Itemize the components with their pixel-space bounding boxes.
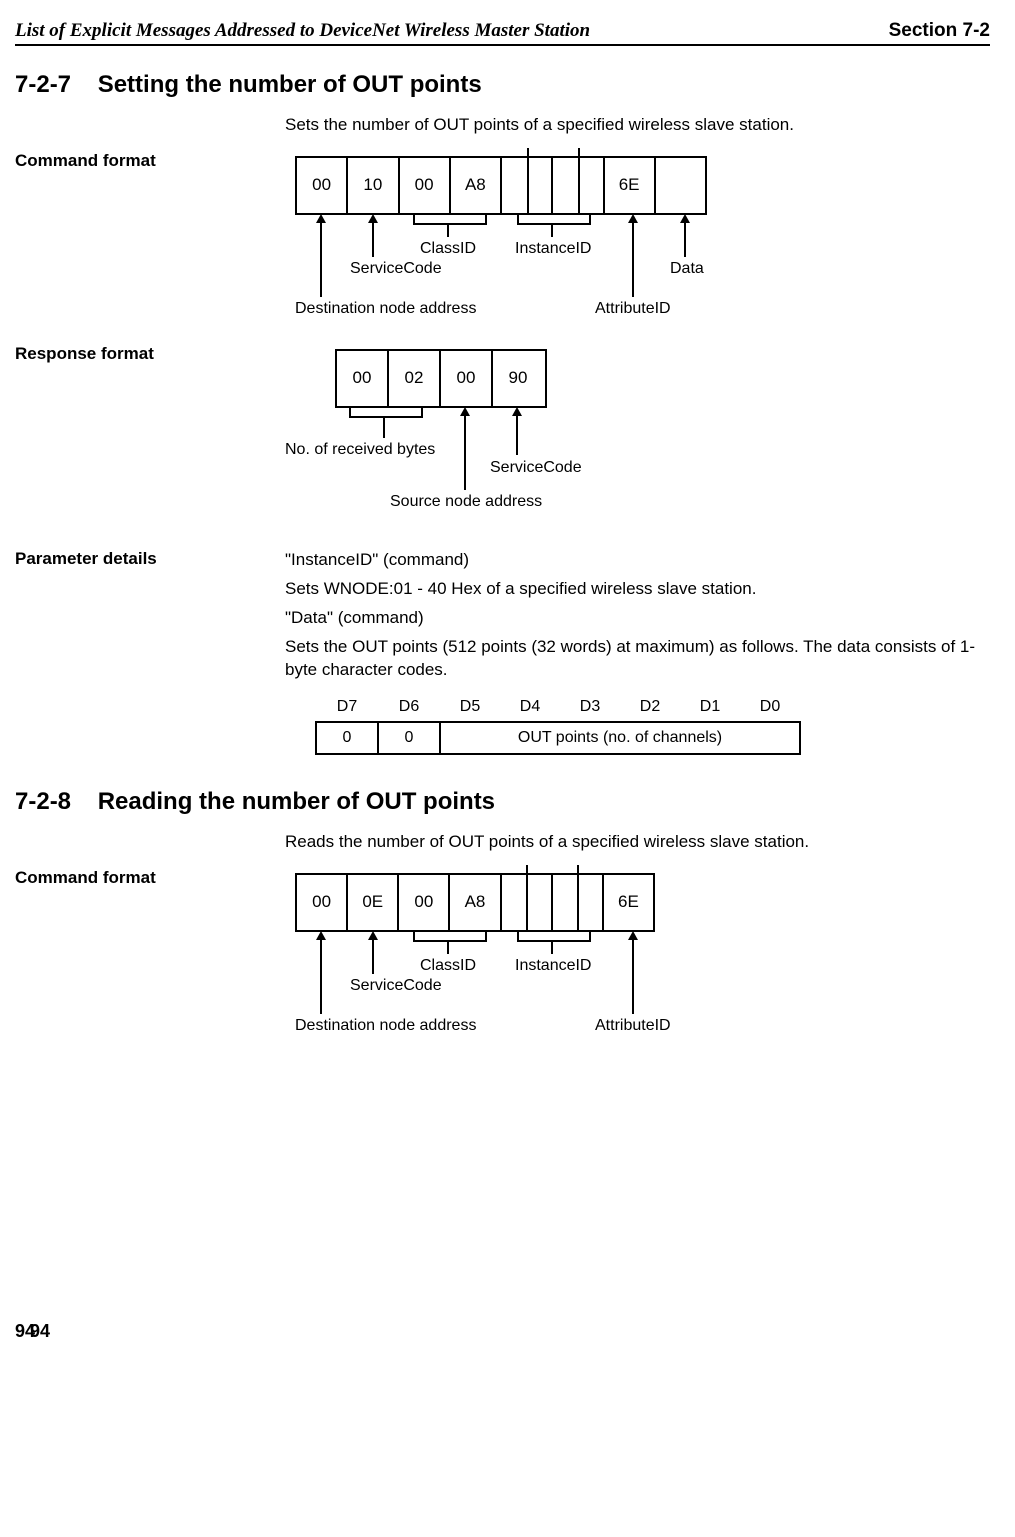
page-number: 94 <box>30 1321 1005 1342</box>
byte: 00 <box>400 158 451 213</box>
param-line: "InstanceID" (command) <box>285 549 990 572</box>
cmd-format-label-727: Command format <box>15 151 285 336</box>
byte <box>553 158 604 213</box>
bit-cell: 0 <box>316 722 378 754</box>
byte: 90 <box>493 351 543 406</box>
byte: 6E <box>605 158 656 213</box>
blank-side <box>15 831 285 860</box>
lbl-resp-svc: ServiceCode <box>490 457 582 479</box>
bit-h: D3 <box>560 692 620 723</box>
lbl-svc-728: ServiceCode <box>350 975 442 997</box>
bit-h: D4 <box>500 692 560 723</box>
bit-h: D2 <box>620 692 680 723</box>
cmd-format-label-728: Command format <box>15 868 285 1053</box>
byte: 00 <box>441 351 493 406</box>
lbl-data: Data <box>670 258 704 280</box>
section-728-heading: 7-2-8 Reading the number of OUT points <box>15 788 990 816</box>
byte <box>553 875 604 930</box>
lbl-attr-728: AttributeID <box>595 1015 671 1037</box>
bit-h: D6 <box>378 692 440 723</box>
bit-header-row: D7 D6 D5 D4 D3 D2 D1 D0 <box>316 692 800 723</box>
resp-diagram-727: 00 02 00 90 No. of received bytes Source… <box>335 349 990 519</box>
byte <box>502 875 553 930</box>
byte: A8 <box>451 158 502 213</box>
byte: 02 <box>389 351 441 406</box>
bit-cell-span: OUT points (no. of channels) <box>440 722 800 754</box>
blank-side <box>15 114 285 143</box>
section-728-intro: Reads the number of OUT points of a spec… <box>285 831 990 854</box>
header-left: List of Explicit Messages Addressed to D… <box>15 20 590 42</box>
param-line: Sets the OUT points (512 points (32 word… <box>285 636 990 682</box>
resp-format-label-727: Response format <box>15 344 285 534</box>
lbl-svc: ServiceCode <box>350 258 442 280</box>
byte: 00 <box>297 875 348 930</box>
lbl-recv: No. of received bytes <box>285 439 435 461</box>
byte <box>656 158 705 213</box>
byte: 10 <box>348 158 399 213</box>
param-line: "Data" (command) <box>285 607 990 630</box>
running-header: List of Explicit Messages Addressed to D… <box>15 20 990 46</box>
lbl-inst: InstanceID <box>515 238 591 260</box>
lbl-src: Source node address <box>390 491 542 513</box>
byte: 0E <box>348 875 399 930</box>
header-right: Section 7-2 <box>889 20 990 42</box>
section-727-intro: Sets the number of OUT points of a speci… <box>285 114 990 137</box>
byte: 00 <box>399 875 450 930</box>
bit-table: D7 D6 D5 D4 D3 D2 D1 D0 0 0 OUT points (… <box>315 692 801 755</box>
section-728-num: 7-2-8 <box>15 788 71 815</box>
lbl-attr: AttributeID <box>595 298 671 320</box>
bit-h: D0 <box>740 692 800 723</box>
section-727-heading: 7-2-7 Setting the number of OUT points <box>15 71 990 99</box>
lbl-class: ClassID <box>420 238 476 260</box>
bit-h: D1 <box>680 692 740 723</box>
param-line: Sets WNODE:01 - 40 Hex of a specified wi… <box>285 578 990 601</box>
bit-h: D5 <box>440 692 500 723</box>
lbl-inst-728: InstanceID <box>515 955 591 977</box>
bit-cell: 0 <box>378 722 440 754</box>
byte: 00 <box>337 351 389 406</box>
byte: 00 <box>297 158 348 213</box>
lbl-dest: Destination node address <box>295 298 476 320</box>
param-details-label: Parameter details <box>15 549 285 780</box>
byte: 6E <box>604 875 653 930</box>
bit-data-row: 0 0 OUT points (no. of channels) <box>316 722 800 754</box>
lbl-dest-728: Destination node address <box>295 1015 476 1037</box>
section-727-num: 7-2-7 <box>15 71 71 98</box>
byte <box>502 158 553 213</box>
bit-h: D7 <box>316 692 378 723</box>
lbl-class-728: ClassID <box>420 955 476 977</box>
byte: A8 <box>450 875 501 930</box>
cmd-diagram-727: 00 10 00 A8 6E Destination node address … <box>295 156 990 321</box>
page-number-actual: 94 <box>15 1321 35 1342</box>
section-728-title: Reading the number of OUT points <box>98 788 495 815</box>
cmd-diagram-728: 00 0E 00 A8 6E Destination node address … <box>295 873 990 1038</box>
section-727-title: Setting the number of OUT points <box>98 71 482 98</box>
